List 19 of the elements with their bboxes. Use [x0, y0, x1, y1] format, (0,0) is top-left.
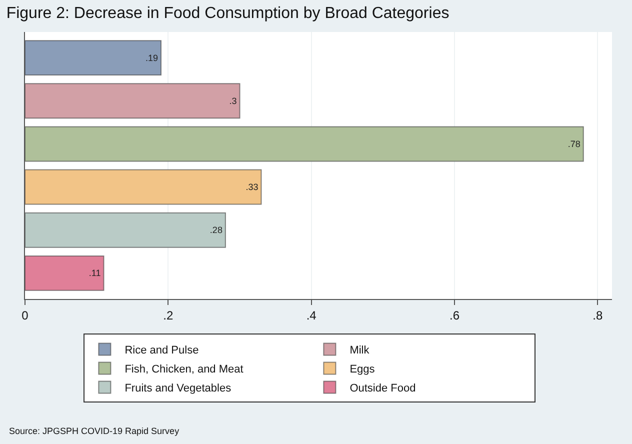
x-tick-label: 0 — [22, 308, 29, 322]
legend-label: Eggs — [350, 364, 376, 376]
data-label: .33 — [246, 182, 258, 192]
legend-label: Fruits and Vegetables — [124, 382, 232, 394]
legend-label: Fish, Chicken, and Meat — [124, 364, 244, 376]
legend-label: Outside Food — [350, 382, 416, 394]
source-note: Source: JPGSPH COVID-19 Rapid Survey — [9, 426, 180, 436]
x-tick-label: .8 — [592, 308, 604, 322]
chart-title: Figure 2: Decrease in Food Consumption by Broad Categories — [6, 4, 450, 22]
data-label: .78 — [568, 138, 580, 149]
legend-label: Milk — [350, 344, 370, 356]
x-tick-label: .2 — [163, 308, 174, 322]
legend-label: Rice and Pulse — [124, 344, 199, 356]
data-label: .19 — [145, 52, 158, 63]
data-label: .11 — [88, 268, 101, 278]
x-tick-label: .6 — [450, 308, 460, 322]
x-tick-label: .4 — [306, 308, 317, 322]
data-label: .3 — [229, 96, 237, 106]
data-label: .28 — [210, 225, 222, 236]
